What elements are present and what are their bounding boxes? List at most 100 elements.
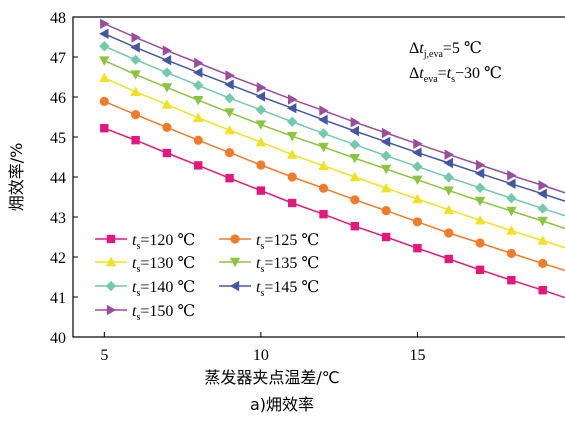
series-line: [104, 100, 565, 272]
data-point: [255, 91, 266, 102]
data-point: [193, 135, 203, 145]
legend-marker: [105, 256, 117, 267]
data-point: [287, 94, 298, 105]
data-point: [130, 54, 141, 65]
data-point: [413, 244, 422, 253]
data-point: [350, 222, 360, 231]
series-line: [104, 45, 565, 217]
legend-label: ts=130 ℃: [132, 255, 195, 275]
data-point: [443, 186, 454, 196]
data-point: [506, 206, 517, 217]
data-point: [412, 147, 422, 158]
data-point: [349, 171, 361, 182]
data-point: [256, 82, 267, 93]
series-6: [99, 28, 565, 202]
data-point: [193, 80, 204, 91]
data-point: [256, 160, 266, 170]
data-point: [506, 225, 517, 235]
data-point: [443, 204, 454, 214]
legend-label: ts=120 ℃: [132, 232, 195, 252]
data-point: [318, 128, 329, 139]
data-point: [381, 232, 391, 242]
series-line: [104, 33, 565, 202]
data-point: [225, 174, 234, 183]
data-point: [507, 276, 516, 285]
data-point: [162, 45, 173, 56]
data-point: [475, 238, 485, 248]
legend-marker: [105, 280, 117, 292]
series-2: [99, 96, 565, 272]
data-point: [225, 70, 235, 81]
legend-label: ts=150 ℃: [132, 303, 195, 323]
data-point: [287, 198, 297, 208]
data-point: [381, 127, 392, 139]
legend-item: ts=135 ℃: [219, 255, 319, 275]
data-point: [286, 132, 298, 142]
legend-item: ts=130 ℃: [95, 255, 195, 275]
data-point: [538, 258, 548, 268]
y-tick-label: 45: [50, 130, 66, 147]
data-point: [318, 183, 329, 193]
data-point: [224, 148, 235, 158]
axis-ticks: 5101520404142434445464748: [50, 10, 425, 364]
data-point: [381, 206, 391, 216]
data-point: [349, 139, 361, 150]
y-tick-label: 48: [50, 10, 66, 27]
data-point: [161, 83, 173, 93]
data-point: [318, 114, 328, 125]
data-point: [286, 149, 298, 159]
annotation-line-2: Δteva=ts−30 ℃: [409, 65, 502, 85]
data-point: [256, 186, 266, 195]
series-line: [104, 127, 565, 299]
series-line: [103, 59, 565, 230]
data-point: [475, 159, 486, 171]
data-point: [162, 122, 172, 132]
y-tick-label: 43: [50, 210, 66, 227]
legend-label: ts=135 ℃: [256, 255, 319, 275]
legend-item: ts=145 ℃: [219, 279, 319, 299]
data-point: [350, 195, 360, 205]
figure-caption: a)㶲效率: [250, 395, 314, 414]
data-point: [412, 193, 423, 204]
data-point: [224, 79, 234, 90]
y-tick-label: 42: [50, 250, 66, 267]
series-1: [100, 124, 565, 299]
legend-item: ts=150 ℃: [95, 303, 195, 323]
y-tick-label: 47: [50, 50, 66, 67]
legend-marker: [229, 257, 241, 268]
data-point: [537, 235, 548, 245]
data-point: [537, 203, 548, 214]
series-3: [99, 72, 565, 249]
data-point: [412, 175, 423, 185]
data-point: [100, 18, 110, 29]
data-point: [161, 55, 172, 66]
annotation-line-1: Δtj,eva=5 ℃: [409, 40, 482, 60]
data-point: [162, 148, 172, 158]
data-point: [475, 265, 485, 274]
y-tick-label: 44: [50, 170, 66, 187]
data-point: [350, 117, 361, 128]
data-point: [131, 110, 141, 120]
series-layer: [99, 18, 565, 299]
y-tick-label: 40: [50, 330, 66, 347]
data-point: [474, 168, 485, 179]
data-point: [193, 112, 204, 122]
data-point: [224, 93, 235, 104]
legend-label: ts=140 ℃: [132, 279, 195, 299]
series-line: [104, 23, 565, 194]
y-tick-label: 46: [50, 90, 66, 107]
data-point: [507, 170, 517, 181]
data-point: [99, 56, 110, 66]
legend-item: ts=140 ℃: [95, 279, 195, 299]
legend-label: ts=125 ℃: [256, 232, 319, 252]
data-point: [194, 161, 203, 170]
data-point: [99, 72, 110, 82]
data-point: [100, 124, 109, 133]
data-point: [319, 210, 328, 219]
data-point: [99, 28, 109, 39]
data-point: [99, 96, 109, 106]
data-point: [412, 161, 423, 172]
data-point: [255, 137, 267, 147]
x-axis-label: 蒸发器夹点温差/℃: [204, 368, 339, 387]
